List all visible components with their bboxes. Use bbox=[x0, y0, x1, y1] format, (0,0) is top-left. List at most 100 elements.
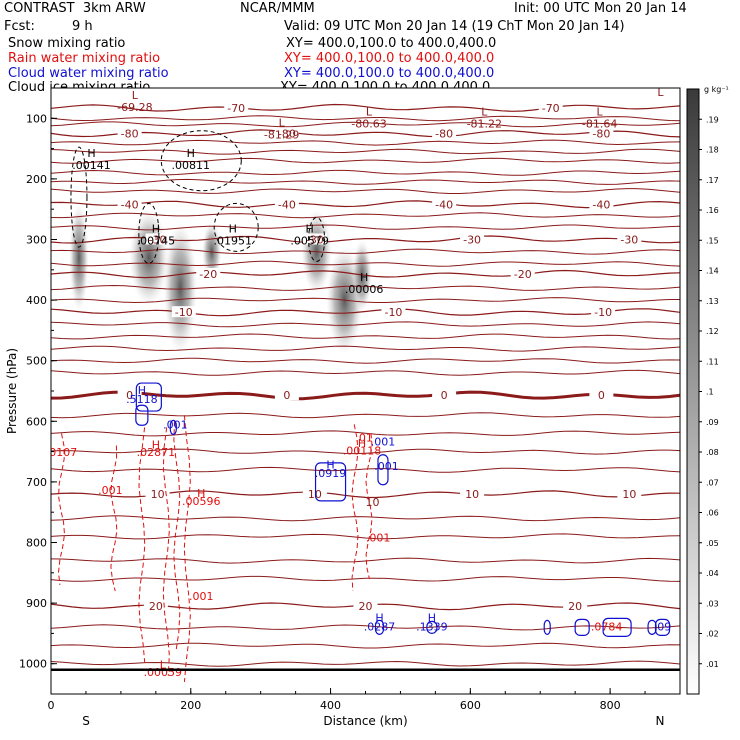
valid-time: Valid: 09 UTC Mon 20 Jan 14 (19 ChT Mon … bbox=[284, 19, 625, 34]
rain-max-marker: H bbox=[358, 437, 366, 450]
temperature-low-marker: L bbox=[481, 106, 488, 119]
isotherm-minor-22 bbox=[51, 466, 680, 473]
isotherm-minor-20 bbox=[51, 430, 680, 437]
isotherm-label: -80 bbox=[592, 127, 610, 140]
snow-max-value: .00745 bbox=[137, 235, 176, 248]
temperature-low-value: -69.28 bbox=[117, 101, 152, 114]
isotherm-minor-4 bbox=[51, 157, 680, 164]
colorbar-tick-label: .12 bbox=[706, 327, 719, 336]
isotherm-minor-5 bbox=[51, 169, 680, 176]
isotherm-label-bg bbox=[510, 268, 535, 280]
colorbar-tick-label: .08 bbox=[706, 448, 719, 457]
temperature-low-value: -81.22 bbox=[467, 118, 502, 131]
isotherm-minor-18 bbox=[51, 369, 680, 376]
isotherm-minor-25 bbox=[51, 557, 680, 564]
isotherm-label-bg bbox=[460, 488, 485, 500]
cloud-label: .1339 bbox=[416, 620, 448, 633]
x-tick-label: 400 bbox=[320, 699, 341, 712]
snow-max-marker: H bbox=[187, 147, 195, 160]
colorbar-tick-label: .09 bbox=[706, 418, 719, 427]
isotherm-label: 20 bbox=[359, 600, 373, 613]
y-tick-label: 900 bbox=[26, 597, 47, 610]
isotherm--10 bbox=[51, 308, 680, 317]
cloud-contour-7 bbox=[543, 619, 551, 635]
isotherm-minor-29 bbox=[51, 660, 680, 667]
colorbar-tick-label: .03 bbox=[706, 599, 719, 608]
isotherm-minor-23 bbox=[51, 515, 680, 522]
temperature-low-marker: L bbox=[657, 86, 664, 99]
isotherm-label-bg bbox=[432, 127, 457, 139]
colorbar-tick-label: .14 bbox=[706, 267, 719, 276]
isotherm-label: -40 bbox=[592, 198, 610, 211]
colorbar-tick-label: .1 bbox=[706, 388, 714, 397]
isotherm-minor-26 bbox=[51, 575, 680, 582]
cloud-label: .001 bbox=[371, 436, 396, 449]
isotherm-label-bg bbox=[117, 198, 142, 210]
isotherm-label: -30 bbox=[306, 234, 324, 247]
isotherm-label-bg bbox=[591, 306, 616, 318]
isotherm-minor-14 bbox=[51, 321, 680, 328]
cloud-contour-6 bbox=[426, 620, 438, 634]
isotherm-minor-17 bbox=[51, 357, 680, 364]
isotherm-label: -70 bbox=[542, 102, 560, 115]
y-tick-label: 400 bbox=[26, 294, 47, 307]
x-tick-label: 800 bbox=[600, 699, 621, 712]
cloud-contour-8 bbox=[574, 618, 590, 636]
rain-label: .00596 bbox=[182, 495, 221, 508]
x-end-label-right: N bbox=[656, 714, 665, 728]
isotherm-label-bg bbox=[589, 198, 614, 210]
colorbar-tick-label: .16 bbox=[706, 206, 719, 215]
ice-contour-3 bbox=[213, 202, 259, 252]
colorbar-unit: g kg⁻¹ bbox=[704, 85, 729, 94]
isotherm-label-bg bbox=[302, 233, 327, 245]
snow-max-value: .00811 bbox=[172, 159, 211, 172]
y-tick-label: 500 bbox=[26, 355, 47, 368]
cloud-contour-1 bbox=[135, 404, 149, 426]
rain-label: .0784 bbox=[591, 620, 623, 633]
legend-cloud-label: Cloud water mixing ratio bbox=[8, 66, 169, 81]
isotherm-label: 0 bbox=[283, 389, 290, 402]
isotherm-label: -30 bbox=[620, 234, 638, 247]
init-time: Init: 00 UTC Mon 20 Jan 14 bbox=[514, 1, 687, 16]
y-tick-label: 600 bbox=[26, 415, 47, 428]
isotherm-label: -10 bbox=[384, 306, 402, 319]
isotherm-minor-28 bbox=[51, 642, 680, 649]
isotherm-label: -80 bbox=[435, 127, 453, 140]
isotherm--20 bbox=[51, 269, 680, 279]
isotherm-label: -70 bbox=[227, 102, 245, 115]
rain-max-marker: H bbox=[152, 439, 160, 452]
isotherm-label: 0 bbox=[126, 389, 133, 402]
isotherm-label-bg bbox=[563, 600, 588, 612]
cloud-label: .09 bbox=[654, 620, 672, 633]
rain-label: .001 bbox=[98, 484, 123, 497]
rain-min-marker: L bbox=[160, 659, 167, 672]
isotherm-label: 10 bbox=[465, 488, 479, 501]
snow-shading-0 bbox=[69, 203, 89, 312]
temperature-low-value: -81.29 bbox=[264, 128, 299, 141]
chart-title: CONTRAST 3km ARW bbox=[4, 1, 146, 16]
cloud-contour-4 bbox=[377, 454, 389, 486]
colorbar-tick-label: .07 bbox=[706, 478, 719, 487]
isotherm-label-bg bbox=[432, 389, 457, 401]
isotherm-minor-13 bbox=[51, 297, 680, 304]
isotherm-minor-11 bbox=[51, 260, 680, 267]
cloud-max-marker: H bbox=[326, 459, 334, 472]
isotherm-label-bg bbox=[381, 306, 406, 318]
rain-contour-0 bbox=[57, 433, 66, 585]
colorbar bbox=[686, 88, 700, 695]
rain-contour-6 bbox=[351, 424, 359, 592]
cloud-contour-5 bbox=[374, 619, 385, 635]
ice-contour-0 bbox=[70, 146, 88, 248]
cloud-label: .001 bbox=[374, 460, 399, 473]
x-tick-label: 0 bbox=[48, 699, 55, 712]
isotherm-minor-21 bbox=[51, 448, 680, 455]
isotherm-label-bg bbox=[589, 389, 614, 401]
isotherm-label-bg bbox=[617, 488, 642, 500]
rain-label: .001 bbox=[189, 590, 214, 603]
isotherm-minor-7 bbox=[51, 188, 680, 194]
isotherm-label: 20 bbox=[568, 600, 582, 613]
isotherm-label-bg bbox=[274, 198, 299, 210]
isotherm-label: 10 bbox=[151, 488, 165, 501]
cloud-label: .001 bbox=[163, 419, 188, 432]
rain-label: .0107 bbox=[46, 446, 78, 459]
